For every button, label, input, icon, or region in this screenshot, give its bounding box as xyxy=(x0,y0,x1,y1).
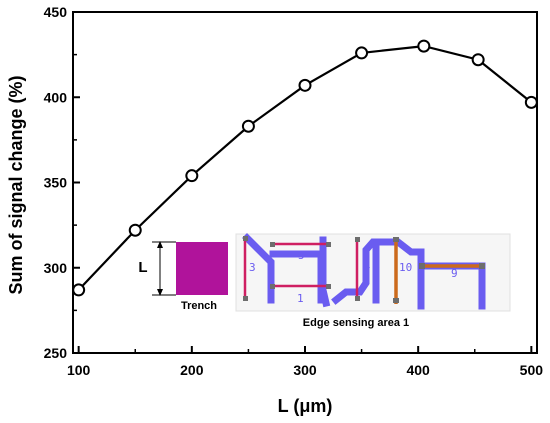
contact-pad xyxy=(355,296,360,301)
segment-number: 3 xyxy=(249,261,256,274)
x-tick-label: 500 xyxy=(520,362,544,378)
data-point xyxy=(128,223,142,237)
wide-wire-g xyxy=(318,285,331,308)
data-point xyxy=(524,95,538,109)
inset-trench: L Trench xyxy=(138,241,228,312)
contact-pad xyxy=(479,263,485,269)
data-point xyxy=(471,53,485,67)
y-tick-label: 400 xyxy=(44,89,68,105)
y-tick-label: 300 xyxy=(44,260,68,276)
data-point xyxy=(298,78,312,92)
orange-wires xyxy=(394,240,483,304)
wide-wire-d xyxy=(331,238,425,310)
segment-number: 5 xyxy=(298,249,305,262)
x-tick-label: 300 xyxy=(293,362,317,378)
contact-pad xyxy=(326,284,331,289)
segment-number: 10 xyxy=(399,261,412,274)
dimension-arrow-bottom xyxy=(157,289,163,296)
y-axis-label: Sum of signal change (%) xyxy=(6,75,26,294)
contact-pad xyxy=(270,284,275,289)
contact-pad xyxy=(326,242,331,247)
edge-sensing-caption: Edge sensing area 1 xyxy=(303,317,409,329)
contact-pad xyxy=(270,242,275,247)
data-points xyxy=(72,39,538,297)
data-point xyxy=(355,46,369,60)
y-tick-label: 250 xyxy=(44,345,68,361)
contact-pad xyxy=(393,237,399,242)
x-tick-label: 400 xyxy=(406,362,430,378)
x-tick-label: 200 xyxy=(180,362,204,378)
dimension-label: L xyxy=(138,259,147,276)
data-point xyxy=(185,169,199,183)
axis-tick-labels: 100 200 300 400 500 250 300 350 400 450 xyxy=(44,4,544,378)
trench-square xyxy=(176,242,228,295)
contact-pad xyxy=(243,296,248,301)
inset-edge-sensing-layout: 3 5 1 7 10 9 Edge sensing area 1 xyxy=(235,233,511,329)
segment-number: 7 xyxy=(364,265,371,278)
x-tick-label: 100 xyxy=(67,362,91,378)
dimension-arrow-top xyxy=(157,241,163,248)
x-axis-label: L (μm) xyxy=(278,396,333,416)
contact-pad xyxy=(419,263,425,269)
segment-numbers: 3 5 1 7 10 9 xyxy=(249,249,458,305)
trench-caption: Trench xyxy=(181,300,217,312)
data-point xyxy=(72,283,86,297)
thin-wires xyxy=(243,238,359,298)
contact-pad xyxy=(355,237,360,242)
contact-pad xyxy=(243,236,248,241)
segment-number: 9 xyxy=(451,267,458,280)
y-tick-label: 450 xyxy=(44,4,68,20)
y-tick-label: 350 xyxy=(44,175,68,191)
data-point xyxy=(241,119,255,133)
axis-ticks xyxy=(73,11,533,354)
data-point xyxy=(417,39,431,53)
contact-pad xyxy=(393,298,399,303)
segment-number: 1 xyxy=(297,292,304,305)
contact-pads xyxy=(243,236,485,303)
